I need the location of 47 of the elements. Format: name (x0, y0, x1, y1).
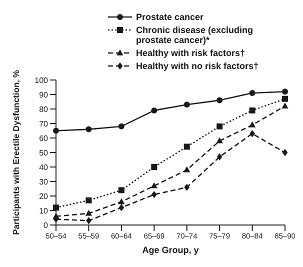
point (282, 96, 288, 102)
y-tick-label: 30 (39, 177, 49, 186)
point (249, 90, 256, 96)
point (151, 107, 158, 114)
legend-label: Prostate cancer (136, 12, 205, 22)
y-axis-title: Participants with Erectile Dysfunction, % (11, 70, 22, 235)
point (118, 187, 124, 194)
point (184, 166, 190, 172)
legend-label: Healthy with no risk factors† (136, 61, 260, 71)
point (118, 204, 124, 212)
point (118, 198, 125, 204)
point (150, 182, 158, 188)
y-tick-label: 0 (44, 220, 49, 230)
y-tick-label: 70 (39, 119, 49, 128)
point (151, 190, 157, 198)
y-tick-label: 80 (39, 104, 49, 114)
point (86, 217, 92, 224)
point (216, 123, 223, 130)
point (216, 153, 222, 160)
point (216, 137, 223, 144)
y-tick-label: 10 (39, 206, 49, 216)
legend-label: Healthy with risk factors† (136, 48, 246, 58)
legend-label: Chronic disease (excluding prostate cancer)* (136, 25, 254, 45)
y-tick-label: 20 (39, 192, 49, 201)
point (184, 144, 190, 150)
point (53, 128, 59, 134)
point (151, 164, 158, 170)
point (282, 148, 288, 156)
point (282, 88, 288, 95)
point (86, 126, 92, 132)
x-axis-title: Age Group, y (142, 245, 199, 255)
point (118, 123, 124, 130)
y-tick-label: 50 (39, 148, 49, 158)
point (249, 107, 256, 114)
y-tick-label: 100 (34, 76, 49, 85)
point (85, 210, 92, 216)
point (184, 184, 190, 191)
y-tick-label: 90 (39, 90, 49, 100)
point (216, 97, 223, 104)
point (248, 121, 256, 128)
point (282, 102, 288, 108)
y-tick-label: 40 (39, 162, 49, 172)
point (184, 102, 190, 108)
point (250, 130, 255, 138)
y-tick-label: 60 (39, 134, 49, 143)
point (53, 204, 59, 211)
point (86, 197, 92, 204)
